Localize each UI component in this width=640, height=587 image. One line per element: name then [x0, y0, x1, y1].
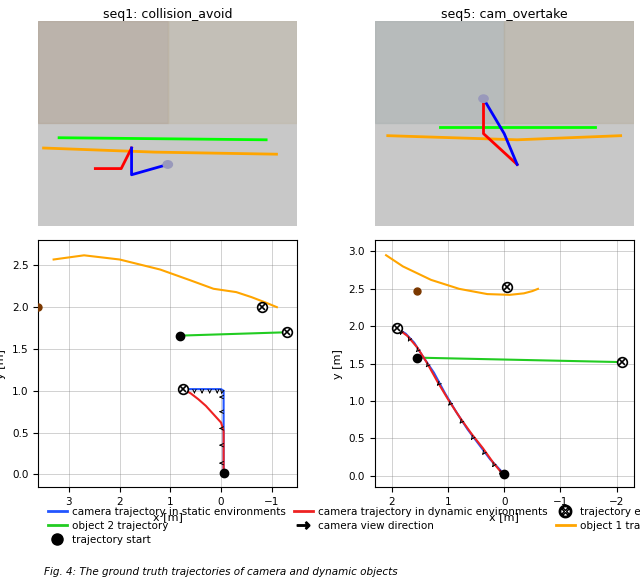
Y-axis label: y [m]: y [m]: [333, 349, 343, 379]
Legend: camera trajectory in static environments, object 2 trajectory, trajectory start,: camera trajectory in static environments…: [44, 502, 640, 549]
Title: seq5: cam_overtake: seq5: cam_overtake: [441, 8, 568, 21]
Bar: [168, 21, 297, 123]
Y-axis label: y [m]: y [m]: [0, 349, 6, 379]
X-axis label: x [m]: x [m]: [153, 512, 183, 522]
Bar: [504, 21, 634, 123]
Text: Fig. 4: The ground truth trajectories of camera and dynamic objects: Fig. 4: The ground truth trajectories of…: [44, 566, 398, 576]
X-axis label: x [m]: x [m]: [489, 512, 519, 522]
Bar: [38, 21, 168, 123]
Bar: [375, 21, 504, 123]
Circle shape: [163, 161, 172, 168]
Circle shape: [479, 95, 488, 102]
Title: seq1: collision_avoid: seq1: collision_avoid: [103, 8, 232, 21]
